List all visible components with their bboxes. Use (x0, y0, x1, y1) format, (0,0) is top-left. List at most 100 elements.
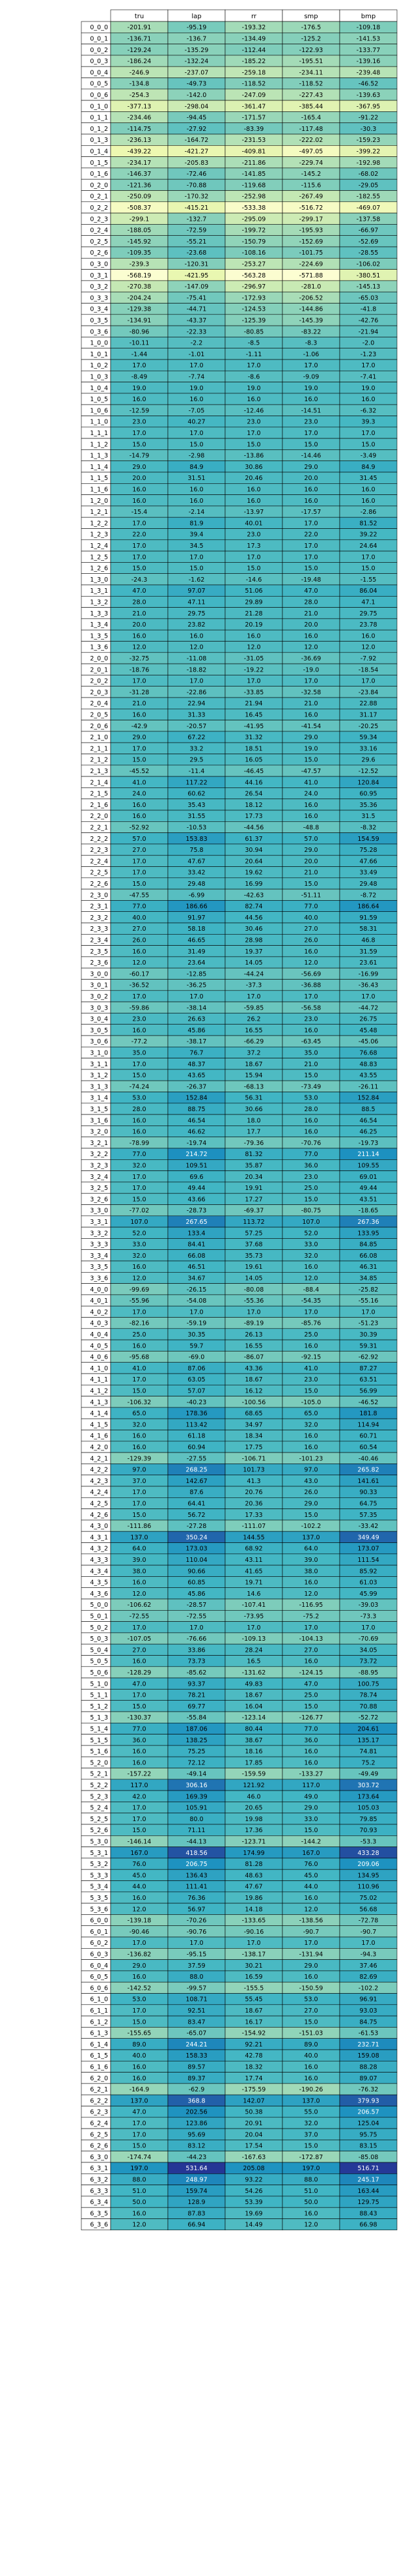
row-label: 6_1_4 (90, 2041, 108, 2048)
cell-value: 42.0 (132, 1793, 146, 1800)
row-label: 4_1_4 (90, 1410, 108, 1417)
row-label: 3_1_3 (90, 1083, 108, 1090)
cell-value: 16.0 (304, 1129, 318, 1136)
cell-value: 20.0 (304, 621, 318, 629)
cell-value: -11.08 (187, 655, 207, 662)
cell-value: -80.08 (244, 1286, 264, 1294)
row-label: 2_1_4 (90, 779, 108, 786)
row-label: 6_1_3 (90, 2030, 108, 2037)
cell-value: 61.18 (187, 1433, 205, 1440)
cell-value: -99.57 (187, 1985, 207, 1992)
cell-value: 20.0 (132, 475, 146, 482)
cell-value: -146.37 (128, 171, 152, 178)
cell-value: 39.0 (132, 1557, 146, 1564)
cell-value: 136.43 (185, 1872, 207, 1879)
cell-value: 113.72 (243, 1219, 264, 1226)
cell-value: -55.84 (187, 1714, 207, 1721)
cell-value: 17.0 (189, 1940, 203, 1947)
cell-value: 26.75 (359, 1016, 377, 1023)
cell-value: 46.25 (359, 1129, 377, 1136)
cell-value: -132.7 (187, 216, 207, 223)
cell-value: -44.72 (359, 1004, 379, 1012)
cell-value: -19.74 (187, 1140, 207, 1147)
cell-value: 46.31 (359, 1264, 377, 1271)
cell-value: 83.15 (359, 2143, 377, 2150)
cell-value: -237.07 (185, 69, 209, 76)
cell-value: 27.0 (304, 926, 318, 933)
cell-value: 17.0 (189, 554, 203, 561)
row-label: 1_1_4 (90, 464, 108, 471)
cell-value: -51.11 (301, 892, 321, 899)
cell-value: -124.15 (299, 1669, 323, 1677)
cell-value: 91.97 (187, 914, 205, 922)
cell-value: -174.74 (128, 2154, 152, 2161)
cell-value: 29.0 (304, 1805, 318, 1812)
cell-value: -76.66 (187, 1635, 207, 1643)
cell-value: 16.0 (132, 1974, 146, 1981)
cell-value: -385.44 (299, 103, 323, 110)
cell-value: -18.54 (359, 666, 379, 673)
cell-value: -123.14 (242, 1714, 266, 1721)
cell-value: 27.0 (132, 926, 146, 933)
cell-value: 31.32 (245, 734, 262, 741)
cell-value: -18.76 (130, 666, 150, 673)
cell-value: -52.92 (130, 824, 150, 831)
cell-value: -45.06 (359, 1038, 379, 1045)
cell-value: 30.35 (187, 1331, 205, 1338)
cell-value: 43.51 (359, 1196, 377, 1203)
cell-value: 32.0 (132, 1253, 146, 1260)
cell-value: 30.94 (245, 847, 262, 854)
cell-value: 25.0 (304, 1331, 318, 1338)
cell-value: 248.97 (185, 2176, 207, 2183)
cell-value: 15.0 (132, 1196, 146, 1203)
cell-value: 33.86 (187, 1647, 205, 1654)
cell-value: 15.0 (304, 1512, 318, 1519)
cell-value: 27.0 (304, 2007, 318, 2015)
cell-value: 46.62 (187, 1129, 205, 1136)
cell-value: 83.12 (187, 2143, 205, 2150)
row-label: 4_2_6 (90, 1512, 108, 1519)
cell-value: 60.71 (359, 1433, 377, 1440)
cell-value: 16.0 (132, 802, 146, 809)
row-label: 4_3_0 (90, 1523, 108, 1530)
row-label: 5_3_5 (90, 1895, 108, 1902)
row-label: 1_3_2 (90, 599, 108, 606)
cell-value: 19.71 (245, 1579, 262, 1587)
cell-value: 25.0 (304, 1185, 318, 1192)
cell-value: 67.22 (187, 734, 205, 741)
cell-value: 53.0 (132, 1996, 146, 2003)
cell-value: 133.95 (357, 1230, 379, 1237)
cell-value: -36.88 (301, 982, 321, 989)
cell-value: -1.23 (361, 351, 377, 358)
cell-value: -2.86 (361, 509, 377, 516)
cell-value: 17.0 (132, 430, 146, 437)
cell-value: 29.0 (132, 1962, 146, 1970)
row-label: 1_0_5 (90, 396, 108, 403)
cell-value: 16.55 (245, 1342, 262, 1350)
cell-value: 20.0 (132, 621, 146, 629)
cell-value: 15.0 (304, 441, 318, 448)
cell-value: 46.0 (247, 1793, 260, 1800)
row-label: 1_2_3 (90, 531, 108, 539)
cell-value: 138.25 (185, 1737, 207, 1744)
cell-value: 40.0 (132, 2052, 146, 2059)
cell-value: -239.3 (130, 261, 150, 268)
cell-value: 17.0 (132, 1174, 146, 1181)
cell-value: 45.48 (359, 1027, 377, 1034)
cell-value: 64.41 (187, 1500, 205, 1507)
cell-value: 17.0 (247, 1940, 260, 1947)
cell-value: 17.0 (132, 2120, 146, 2127)
row-label: 2_3_5 (90, 948, 108, 955)
cell-value: 17.0 (247, 678, 260, 685)
cell-value: -361.47 (242, 103, 266, 110)
cell-value: 89.0 (132, 2041, 146, 2048)
row-label: 1_2_6 (90, 565, 108, 573)
cell-value: -147.09 (185, 283, 209, 290)
cell-value: -55.96 (130, 1297, 150, 1305)
cell-value: 29.75 (187, 610, 205, 617)
row-label: 4_1_1 (90, 1376, 108, 1383)
cell-value: 105.91 (185, 1805, 207, 1812)
cell-value: 18.67 (245, 1376, 262, 1383)
cell-value: 49.44 (187, 1185, 205, 1192)
